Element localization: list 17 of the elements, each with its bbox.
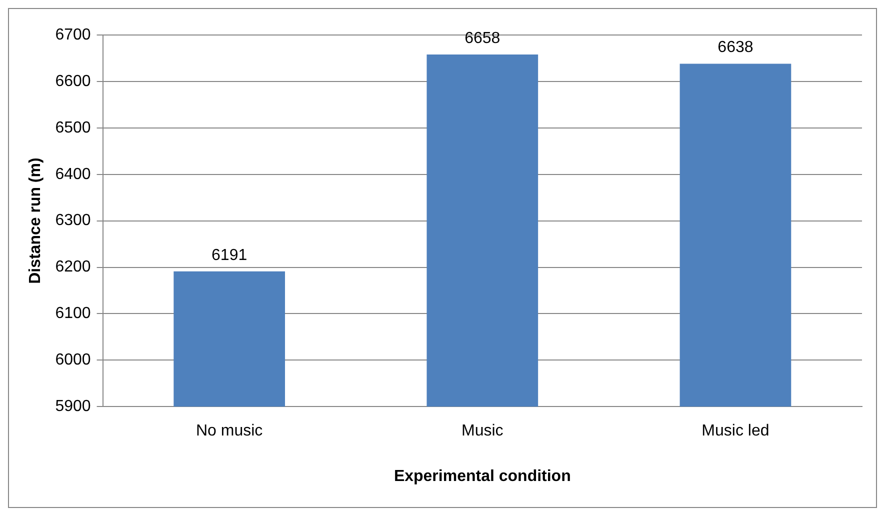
- y-tick-label: 6700: [55, 26, 91, 44]
- y-tick-label: 6500: [55, 119, 91, 136]
- x-axis-title: Experimental condition: [394, 468, 571, 485]
- y-tick-label: 6000: [55, 352, 91, 369]
- x-tick-label: No music: [196, 422, 263, 440]
- x-tick-label: Music: [462, 422, 504, 440]
- y-tick-label: 6200: [55, 258, 91, 276]
- y-tick-label: 6600: [55, 72, 91, 90]
- data-label: 6191: [212, 246, 248, 264]
- data-label: 6658: [464, 30, 500, 47]
- x-tick-label: Music led: [702, 422, 770, 440]
- y-tick-label: 5900: [55, 398, 91, 416]
- y-tick-label: 6400: [55, 166, 91, 183]
- y-tick-label: 6300: [55, 212, 91, 230]
- data-label: 6638: [718, 39, 754, 56]
- y-tick-label: 6100: [55, 305, 91, 322]
- y-axis-title: Distance run (m): [27, 158, 44, 284]
